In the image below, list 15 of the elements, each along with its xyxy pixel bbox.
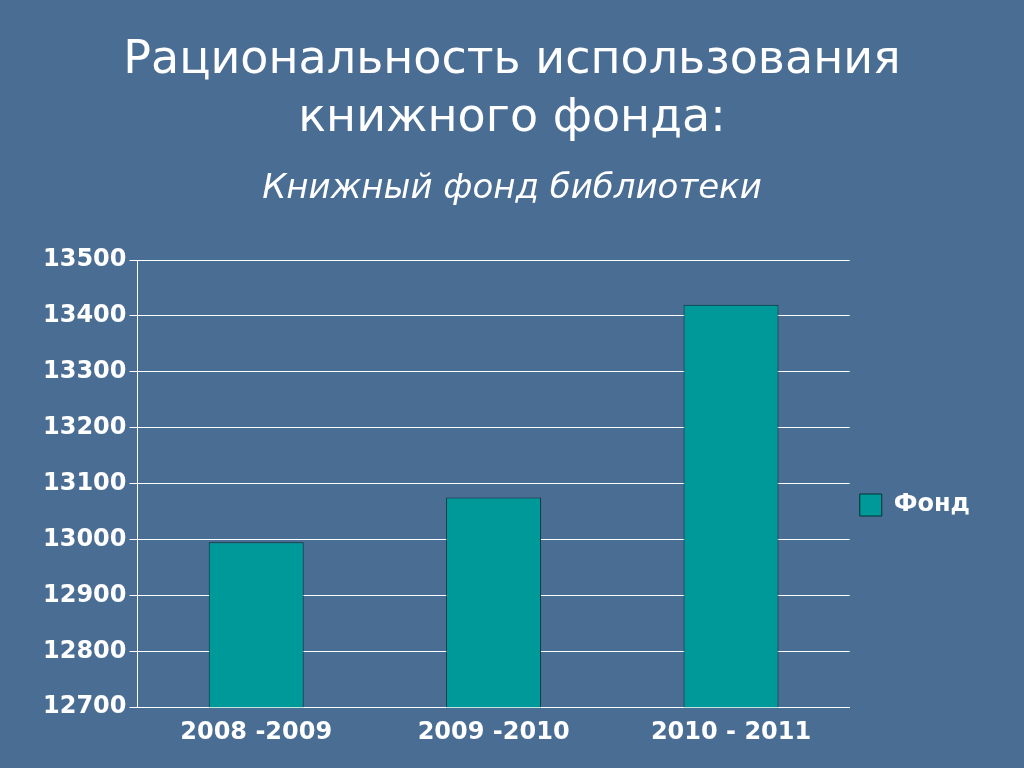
y-tick-label: 12900 xyxy=(43,579,127,608)
y-tick-label: 12800 xyxy=(43,635,127,664)
y-tick-label: 13100 xyxy=(43,467,127,496)
x-tick-label: 2009 -2010 xyxy=(417,716,570,745)
x-tick-label: 2008 -2009 xyxy=(180,716,333,745)
legend-label: Фонд xyxy=(893,489,971,518)
x-tick-label: 2010 - 2011 xyxy=(650,716,812,745)
y-tick-label: 13300 xyxy=(43,356,127,385)
y-tick-label: 13500 xyxy=(43,244,127,273)
y-tick-label: 13000 xyxy=(43,523,127,552)
chart-subtitle: Книжный фонд библиотеки xyxy=(261,166,763,206)
y-tick-label: 12700 xyxy=(43,691,127,720)
chart-title: Рациональность использования книжного фонда: xyxy=(122,29,902,144)
y-tick-label: 13200 xyxy=(43,411,127,440)
y-tick-label: 13400 xyxy=(43,300,127,329)
